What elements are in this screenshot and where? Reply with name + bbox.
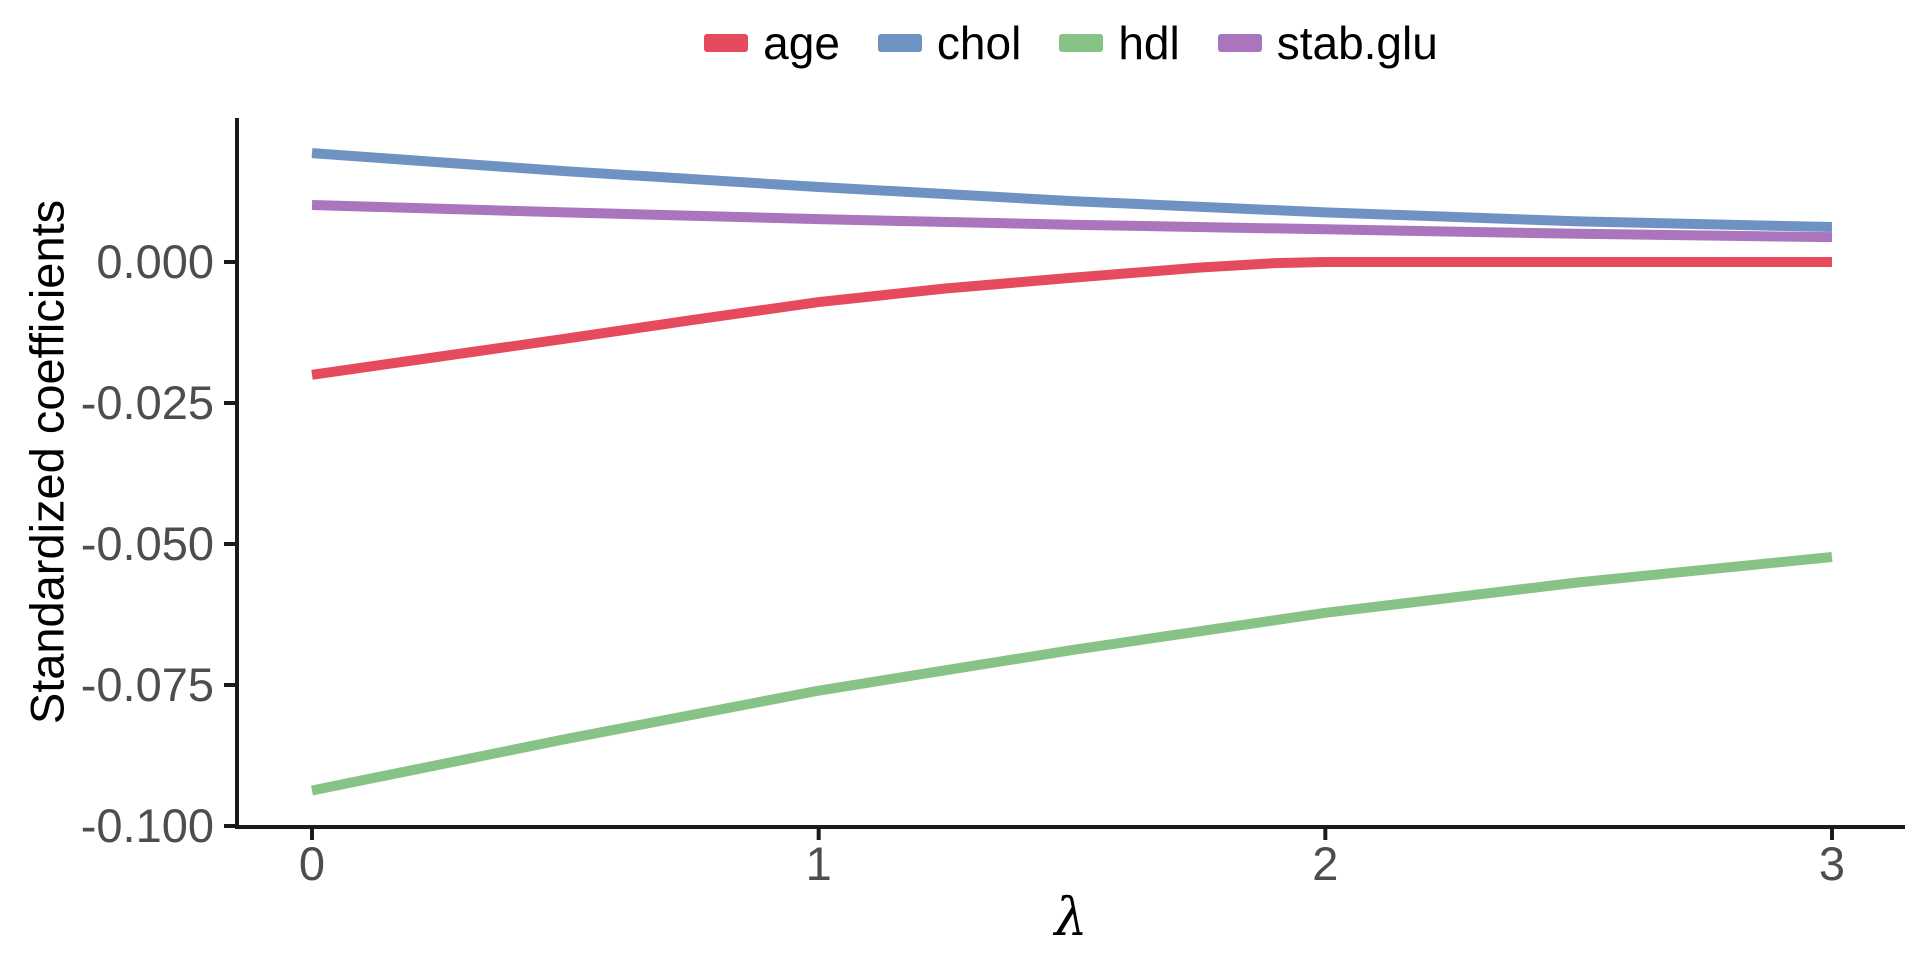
series-line-chol [311, 148, 1833, 233]
legend-item-stab.glu: stab.glu [1217, 17, 1438, 69]
y-tick-label: -0.100 [81, 799, 214, 852]
legend-label: age [763, 17, 840, 69]
x-tick-label: 0 [299, 837, 325, 890]
y-tick-label: 0.000 [96, 235, 214, 288]
x-tick-label: 3 [1819, 837, 1845, 890]
legend-swatch-icon [1217, 34, 1262, 52]
legend-label: stab.glu [1276, 17, 1438, 69]
x-tick-label: 2 [1312, 837, 1338, 890]
y-tick-label: -0.025 [81, 376, 214, 429]
legend-label: chol [936, 17, 1022, 69]
legend-swatch-icon [704, 34, 749, 52]
x-tick-label: 1 [806, 837, 832, 890]
legend: age chol hdl stab.glu [237, 20, 1905, 66]
legend-item-hdl: hdl [1059, 17, 1180, 69]
series-line-hdl [311, 551, 1833, 796]
y-tick-label: -0.050 [81, 517, 214, 570]
legend-item-age: age [704, 20, 840, 66]
y-axis-title: Standardized coefficients [20, 199, 74, 725]
legend-swatch-icon [877, 34, 922, 52]
series-line-age [311, 257, 1832, 380]
legend-swatch-icon [1059, 34, 1104, 52]
x-axis-title: λ [1054, 888, 1088, 948]
series-line-stab.glu [311, 200, 1833, 243]
legend-label: hdl [1118, 17, 1180, 69]
legend-item-chol: chol [877, 17, 1022, 69]
y-tick-label: -0.075 [81, 658, 214, 711]
